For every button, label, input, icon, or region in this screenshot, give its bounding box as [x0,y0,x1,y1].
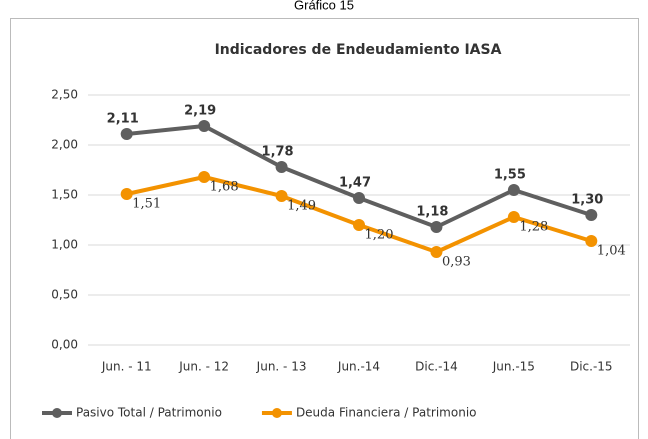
point [353,192,365,204]
data-label: 2,11 [107,112,139,127]
x-tick-label: Jun.-14 [337,360,380,374]
data-label: 1,78 [262,145,294,160]
data-label: 1,47 [339,176,371,191]
data-label: 0,93 [442,255,471,270]
point [275,161,288,173]
x-tick-label: Jun.-15 [492,360,535,374]
point [275,190,288,202]
x-tick-label: Dic.-15 [570,360,613,374]
y-tick-label: 1,00 [51,238,78,252]
data-label: 1,28 [519,220,548,235]
caption: Gráfico 15 [294,0,354,12]
data-label: 1,04 [597,244,626,259]
legend-marker [271,408,282,418]
data-label: 1,49 [287,199,316,214]
y-tick-label: 0,00 [51,338,78,352]
legend-label: Deuda Financiera / Patrimonio [296,406,477,420]
data-label: 1,68 [210,180,239,195]
point [198,120,211,132]
point [120,188,133,200]
x-tick-label: Jun. - 13 [256,360,307,374]
data-label: 2,19 [184,104,216,119]
point [430,221,443,233]
x-tick-label: Dic.-14 [415,360,458,374]
point [585,235,598,247]
data-label: 1,20 [365,228,394,243]
data-label: 1,18 [416,205,448,220]
legend-label: Pasivo Total / Patrimonio [76,406,222,420]
point [198,171,211,183]
chart-frame [10,18,639,439]
y-tick-label: 2,00 [51,138,78,152]
data-label: 1,55 [494,168,526,183]
data-label: 1,51 [132,197,161,212]
x-tick-label: Jun. - 12 [178,360,229,374]
point [507,211,520,223]
point [120,128,133,140]
point [585,209,598,221]
x-tick-label: Jun. - 11 [101,360,152,374]
y-tick-label: 0,50 [51,288,78,302]
legend-marker [52,408,62,418]
chart-title: Indicadores de Endeudamiento IASA [215,42,502,58]
point [507,184,520,196]
point [430,246,443,258]
y-tick-label: 1,50 [51,188,78,202]
point [353,219,365,231]
data-label: 1,30 [571,193,603,208]
y-tick-label: 2,50 [51,88,78,102]
